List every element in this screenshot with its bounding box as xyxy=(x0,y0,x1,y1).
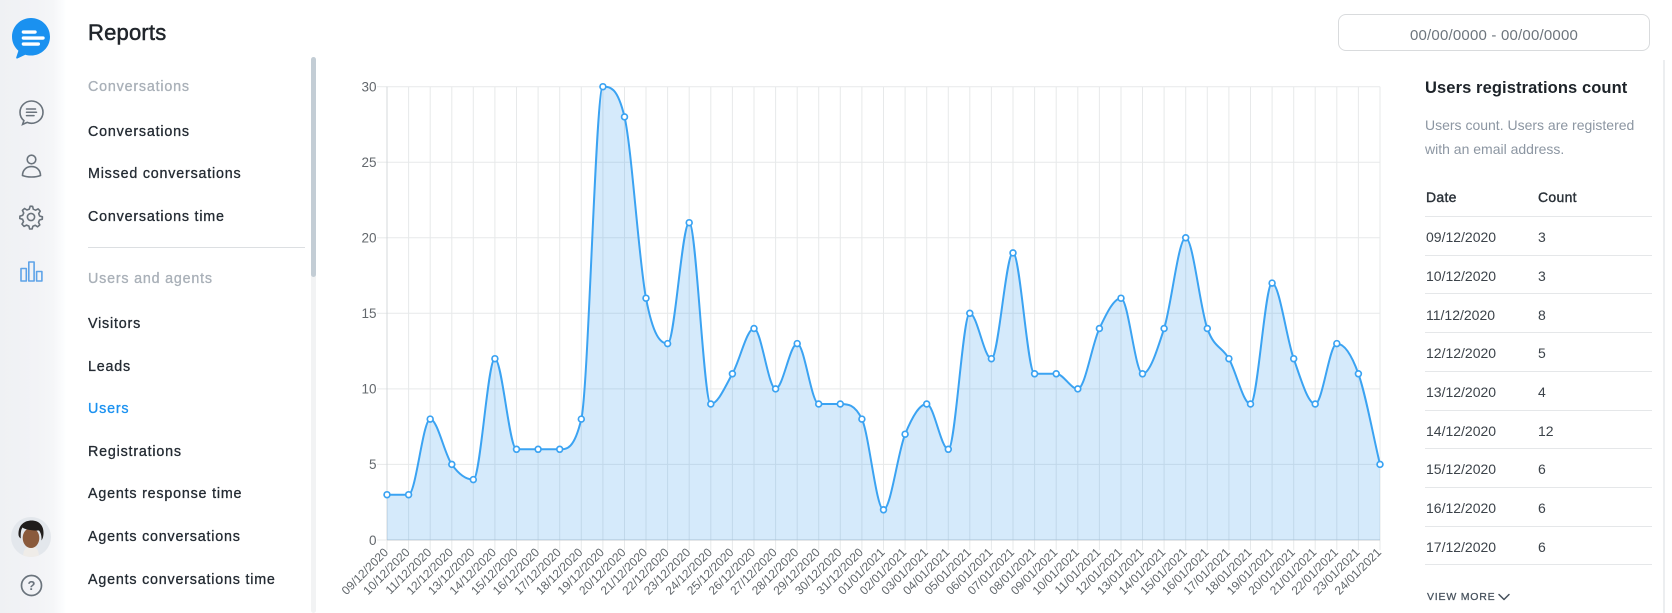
svg-text:10: 10 xyxy=(361,382,376,397)
svg-text:0: 0 xyxy=(369,533,377,548)
svg-text:?: ? xyxy=(28,578,36,593)
svg-text:25: 25 xyxy=(361,155,376,170)
svg-text:20: 20 xyxy=(361,231,376,246)
svg-text:15: 15 xyxy=(361,306,376,321)
svg-text:30: 30 xyxy=(361,80,376,95)
svg-text:5: 5 xyxy=(369,457,377,472)
